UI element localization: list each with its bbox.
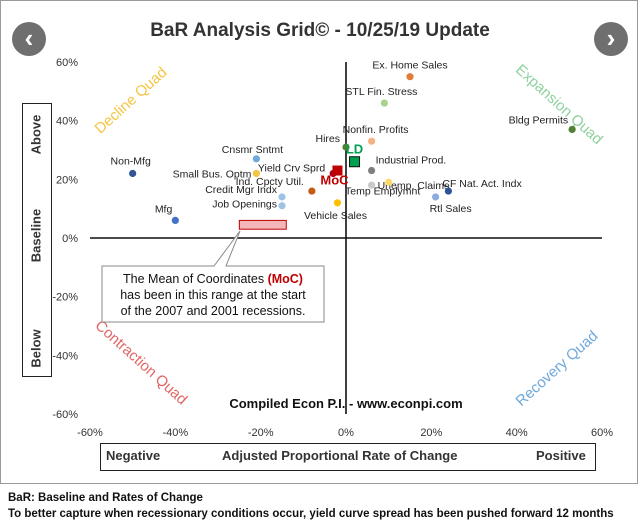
annotation-box [101, 230, 325, 323]
data-point [444, 187, 452, 195]
y-ticks: 60% 40% 20% 0% -20% -40% -60% [52, 57, 78, 421]
y-tick-label: -60% [52, 409, 78, 421]
data-points: Ex. Home Sales STL Fin. Stress Bldg Permit… [111, 60, 576, 224]
y-tick-label: 20% [56, 174, 78, 186]
special-markers: MoC LD [320, 142, 363, 188]
point-label: Unemp. Claims [378, 180, 450, 192]
x-ticks: -60% -40% -20% 0% 20% 40% 60% [77, 427, 613, 439]
recession-range-box [238, 219, 287, 230]
data-point [385, 178, 393, 186]
point-label: Cnsmr Sntmt [222, 144, 283, 156]
point-label: Rtl Sales [430, 203, 472, 215]
data-point [333, 199, 342, 207]
x-tick-label: -40% [162, 427, 188, 439]
y-tick-label: -20% [52, 292, 78, 304]
quadrant-contraction-label: Contraction Quad [92, 317, 191, 408]
data-point [368, 181, 376, 189]
data-point [278, 202, 286, 210]
footer-line-1: BaR: Baseline and Rates of Change [8, 492, 203, 504]
annotation-line-1: The Mean of Coordinates (MoC) [123, 272, 303, 286]
annotation-line-3: of the 2007 and 2001 recessions. [121, 304, 306, 318]
ld-marker [349, 156, 361, 168]
point-label: Non-Mfg [111, 155, 151, 167]
point-label: Ex. Home Sales [372, 60, 447, 72]
x-label-middle: Adjusted Proportional Rate of Change [222, 448, 458, 463]
credit-text: Compiled Econ P.I. - www.econpi.com [229, 396, 462, 411]
x-tick-label: 40% [506, 427, 528, 439]
y-tick-label: 40% [56, 116, 78, 128]
data-point [406, 73, 414, 81]
data-point [252, 169, 260, 178]
footer-notes: BaR: Baseline and Rates of Change To bet… [8, 490, 614, 522]
point-label: Hires [315, 133, 340, 145]
data-point [278, 193, 286, 201]
data-point [368, 137, 376, 145]
point-label: Ind. Cpcty Util. [236, 176, 304, 188]
data-point [171, 216, 179, 224]
point-label: Bldg Permits [509, 114, 569, 126]
data-point [308, 187, 316, 195]
point-label: Yield Crv Sprd [258, 162, 325, 174]
chart-title: BaR Analysis Grid© - 10/25/19 Update [150, 20, 490, 41]
point-label: Mfg [155, 203, 173, 215]
y-tick-label: 60% [56, 57, 78, 69]
y-tick-label: -40% [52, 350, 78, 362]
data-point [380, 99, 388, 107]
scatter-chart: 60% 40% 20% 0% -20% -40% -60% -60% -40% -20% 0% 20… [52, 57, 613, 439]
point-label: Temp Emplymnt [345, 185, 420, 197]
x-axis-label-box [100, 443, 596, 471]
quadrant-decline-label: Decline Quad [92, 64, 171, 137]
point-label: Industrial Prod. [376, 155, 447, 167]
data-point [129, 169, 137, 178]
chevron-right-icon[interactable]: › [594, 22, 628, 56]
x-label-negative: Negative [106, 448, 161, 463]
quadrant-recovery-label: Recovery Quad [513, 327, 602, 409]
quadrant-expansion-label: Expansion Quad [512, 61, 606, 148]
footer-line-2: To better capture when recessionary cond… [8, 508, 614, 520]
x-tick-label: -60% [77, 427, 103, 439]
y-tick-label: 0% [62, 233, 78, 245]
moc-marker [332, 165, 343, 176]
data-point [568, 125, 576, 134]
x-tick-label: 60% [591, 427, 613, 439]
x-tick-label: 20% [420, 427, 442, 439]
annotation-callout: The Mean of Coordinates (MoC) has been i… [101, 230, 325, 323]
annotation-line-2: has been in this range at the start [120, 288, 306, 302]
data-point [432, 193, 440, 201]
point-label: CF Nat. Act. Indx [442, 178, 522, 190]
point-label: Nonfin. Profits [343, 124, 409, 136]
point-label: Job Openings [212, 199, 277, 211]
point-label: STL Fin. Stress [345, 86, 417, 98]
point-label: Small Bus. Optm [173, 168, 252, 180]
chevron-left-icon[interactable]: ‹ [12, 22, 46, 56]
x-label-positive: Positive [536, 448, 586, 463]
y-axis-label-box [22, 103, 52, 377]
point-label: Credit Mgr Indx [205, 184, 278, 196]
data-point [252, 155, 260, 163]
ld-label: LD [346, 142, 363, 157]
point-label: Vehicle Sales [304, 210, 367, 222]
x-tick-label: 0% [338, 427, 354, 439]
moc-label: MoC [320, 173, 349, 188]
chart-frame [0, 0, 638, 484]
data-point [368, 166, 376, 175]
x-tick-label: -20% [248, 427, 274, 439]
data-point [342, 143, 350, 151]
